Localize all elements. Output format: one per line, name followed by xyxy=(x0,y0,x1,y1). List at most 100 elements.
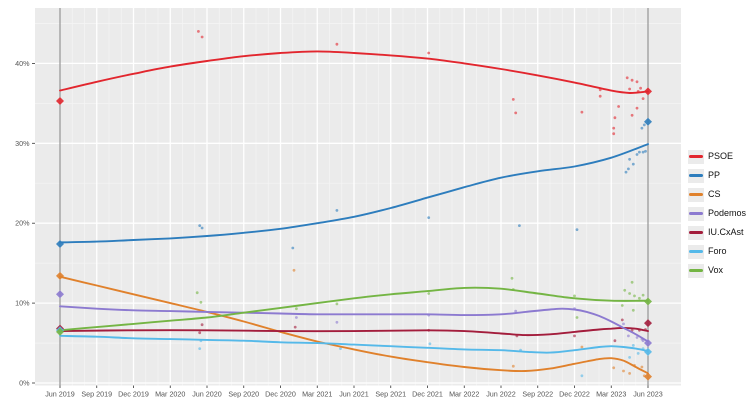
poll-point-pp xyxy=(642,123,646,127)
poll-point-cs xyxy=(622,369,625,373)
poll-point-iucxast xyxy=(293,325,297,329)
legend-item-cs: CS xyxy=(688,185,746,204)
election-result-marker-podemos xyxy=(56,290,64,299)
poll-point-pp xyxy=(624,170,628,174)
poll-point-pp xyxy=(518,224,521,228)
poll-point-vox xyxy=(573,294,576,298)
x-axis-label: Mar 2021 xyxy=(302,390,332,399)
poll-point-pp xyxy=(628,157,631,161)
poll-point-vox xyxy=(427,292,431,295)
poll-point-iucxast xyxy=(573,334,576,338)
x-axis-label: Sep 2022 xyxy=(522,390,553,399)
poll-point-iucxast xyxy=(613,339,617,343)
x-axis-label: Sep 2019 xyxy=(81,390,112,399)
poll-point-cs xyxy=(511,364,515,368)
poll-point-psoe xyxy=(580,110,584,114)
poll-point-psoe xyxy=(635,80,639,84)
poll-point-pp xyxy=(200,226,204,230)
trend-line-vox xyxy=(59,286,649,332)
y-axis-label: 20% xyxy=(15,219,30,228)
poll-point-foro xyxy=(631,344,635,347)
poll-point-psoe xyxy=(612,126,616,130)
x-axis-label: Jun 2023 xyxy=(633,390,663,399)
election-result-marker-iucxast xyxy=(644,319,652,328)
poll-point-vox xyxy=(335,302,339,306)
poll-point-psoe xyxy=(613,116,617,120)
chart-legend: PSOE PP CS Podemos IU.CxAst Foro Vox xyxy=(688,147,746,280)
poll-point-psoe xyxy=(628,87,631,91)
poll-point-vox xyxy=(628,292,631,295)
poll-point-psoe xyxy=(635,106,639,110)
legend-item-iucxast: IU.CxAst xyxy=(688,223,746,242)
pp-line-swatch-icon xyxy=(689,174,703,177)
x-axis-label: Jun 2020 xyxy=(192,390,222,399)
x-axis-label: Jun 2021 xyxy=(339,390,369,399)
legend-label-podemos: Podemos xyxy=(708,208,747,218)
legend-label-pp: PP xyxy=(708,170,721,180)
poll-point-vox xyxy=(510,276,514,280)
poll-point-psoe xyxy=(639,86,642,90)
poll-point-cs xyxy=(292,268,296,272)
foro-line-swatch-icon xyxy=(689,250,703,253)
election-result-marker-psoe xyxy=(56,96,64,105)
legend-key xyxy=(688,206,704,221)
legend-label-foro: Foro xyxy=(708,246,727,256)
poll-point-iucxast xyxy=(198,331,202,335)
poll-point-pp xyxy=(640,126,644,130)
x-axis-label: Dec 2019 xyxy=(118,390,149,399)
poll-point-podemos xyxy=(622,322,625,326)
cs-line-swatch-icon xyxy=(689,193,703,196)
legend-key xyxy=(688,225,704,240)
poll-point-pp xyxy=(335,209,339,212)
x-axis-label: Sep 2021 xyxy=(375,390,406,399)
poll-point-psoe xyxy=(630,78,634,82)
poll-point-psoe xyxy=(598,94,602,98)
election-result-marker-pp xyxy=(644,117,652,126)
poll-point-foro xyxy=(636,352,640,355)
legend-label-iucxast: IU.CxAst xyxy=(708,227,744,237)
poll-point-vox xyxy=(641,293,645,297)
poll-point-pp xyxy=(641,150,645,154)
poll-point-foro xyxy=(198,347,202,350)
poll-point-foro xyxy=(580,374,584,378)
x-axis-label: Mar 2022 xyxy=(449,390,479,399)
poll-point-vox xyxy=(631,308,635,312)
poll-point-vox xyxy=(199,300,203,304)
election-result-marker-vox xyxy=(644,297,652,306)
poll-point-psoe xyxy=(617,105,620,108)
poll-point-psoe xyxy=(511,98,515,101)
y-axis-label: 10% xyxy=(15,299,30,308)
poll-point-podemos xyxy=(514,309,518,313)
poll-point-podemos xyxy=(335,320,339,324)
iucxast-line-swatch-icon xyxy=(689,231,703,234)
poll-point-psoe xyxy=(514,111,518,115)
legend-label-psoe: PSOE xyxy=(708,151,734,161)
poll-point-pp xyxy=(198,224,202,228)
poll-point-pp xyxy=(627,167,630,171)
y-axis-label: 40% xyxy=(15,59,30,68)
poll-point-cs xyxy=(612,366,616,370)
x-axis-label: Dec 2022 xyxy=(559,390,590,399)
poll-point-cs xyxy=(628,372,631,375)
trend-line-iucxast xyxy=(59,326,649,337)
poll-point-pp xyxy=(635,153,639,156)
psoe-line-swatch-icon xyxy=(689,155,703,158)
x-axis-label: Jun 2019 xyxy=(45,390,75,399)
poll-point-foro xyxy=(428,342,432,346)
poll-point-vox xyxy=(630,280,634,284)
poll-point-psoe xyxy=(200,35,204,39)
poll-point-vox xyxy=(638,296,641,300)
poll-point-vox xyxy=(623,288,627,292)
trend-line-podemos xyxy=(59,305,649,343)
poll-point-pp xyxy=(291,246,295,250)
poll-point-psoe xyxy=(335,42,339,46)
poll-point-vox xyxy=(195,291,199,295)
legend-key xyxy=(688,263,704,278)
poll-point-podemos xyxy=(635,336,639,339)
podemos-line-swatch-icon xyxy=(689,212,703,215)
x-axis-label: Mar 2023 xyxy=(596,390,626,399)
election-result-marker-cs xyxy=(644,372,652,381)
legend-item-psoe: PSOE xyxy=(688,147,746,166)
election-result-marker-cs xyxy=(56,271,64,280)
